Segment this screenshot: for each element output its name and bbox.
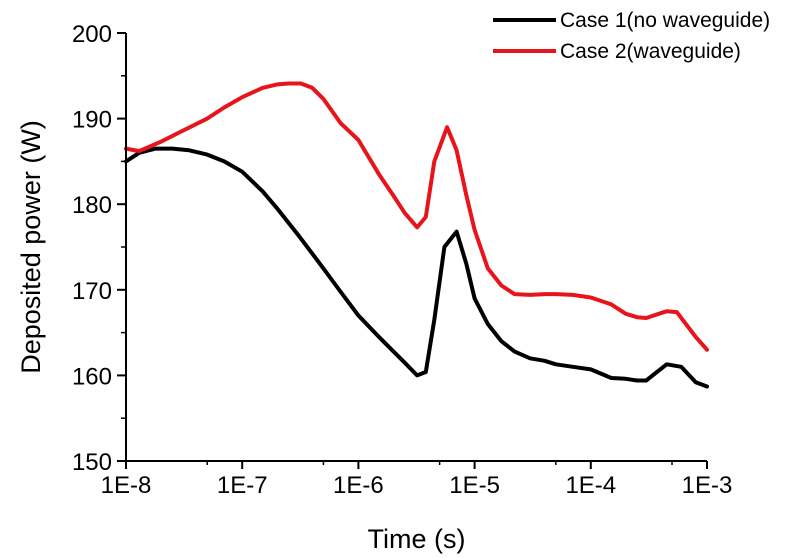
x-tick-label: 1E-3 (682, 472, 733, 499)
y-tick-label: 160 (72, 363, 112, 390)
legend-label-1: Case 1(no waveguide) (560, 9, 770, 32)
x-tick-label: 1E-5 (449, 472, 500, 499)
y-axis-label: Deposited power (W) (16, 120, 46, 374)
legend: Case 1(no waveguide) Case 2(waveguide) (493, 9, 770, 63)
x-tick-label: 1E-7 (217, 472, 268, 499)
plot-lines (124, 81, 709, 389)
axes (125, 33, 707, 462)
y-tick-label: 180 (72, 192, 112, 219)
x-tick-label: 1E-8 (101, 472, 152, 499)
series-line-2 (124, 81, 709, 352)
series-line-1 (124, 146, 709, 389)
y-tick-label: 150 (72, 449, 112, 476)
y-tick-label: 200 (72, 21, 112, 48)
legend-label-2: Case 2(waveguide) (560, 40, 741, 63)
y-tick-label: 170 (72, 278, 112, 305)
x-tick-label: 1E-6 (333, 472, 384, 499)
y-tick-label: 190 (72, 107, 112, 134)
y-ticks: 150 160 170 180 190 200 (72, 21, 126, 476)
x-axis-label: Time (s) (368, 524, 466, 554)
x-tick-label: 1E-4 (565, 472, 616, 499)
x-ticks: 1E-8 1E-7 1E-6 1E-5 1E-4 1E-3 (101, 461, 733, 499)
